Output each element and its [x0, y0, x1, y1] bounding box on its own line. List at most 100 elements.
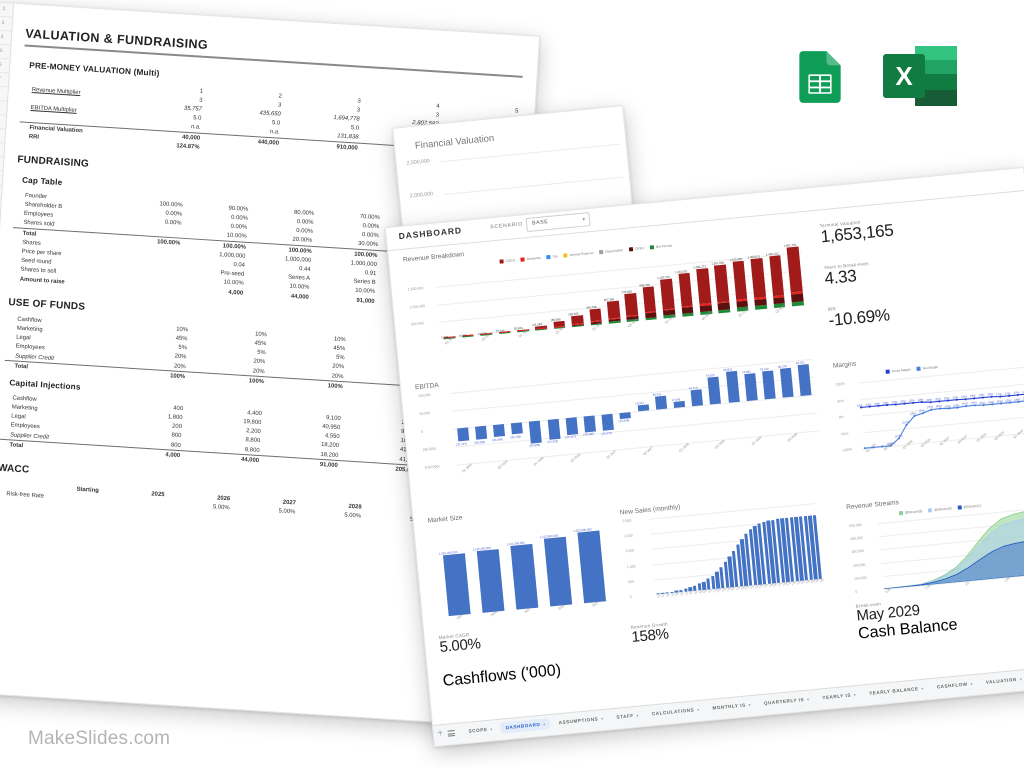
bar — [750, 257, 767, 310]
new-sales-panel: New Sales (monthly) 2,500 2,000 1,500 1,000… — [619, 491, 830, 646]
chevron-down-icon[interactable]: ▾ — [636, 713, 640, 718]
revenue-streams-panel: Revenue Streams @Stream(3) @Stream(2) @Str… — [846, 486, 1024, 625]
sheet-tab-quarterly-is[interactable]: QUARTERLY IS ▾ — [758, 693, 814, 709]
legend-label: Interest Expense — [569, 250, 594, 258]
chevron-down-icon[interactable]: ▾ — [697, 707, 700, 712]
bar — [474, 425, 487, 440]
revenue-streams-areas — [883, 508, 1024, 589]
sheet-tab-scope[interactable]: SCOPE ▾ — [463, 723, 498, 737]
sheet-tab-label: STAFF — [616, 713, 634, 720]
bar — [510, 544, 539, 610]
bar-data-label: (60,339) — [529, 442, 541, 448]
bar — [786, 246, 804, 307]
bar-data-label: 85,842 — [723, 367, 733, 373]
sheet-tab-label: VALUATION — [985, 676, 1018, 685]
chevron-down-icon[interactable]: ▾ — [490, 726, 493, 732]
scenario-value: BASE — [531, 218, 549, 227]
chevron-down-icon[interactable]: ▾ — [600, 716, 604, 721]
sheet-tab-label: MONTHLY IS — [712, 702, 746, 711]
sheet-tabs[interactable]: SCOPE ▾ DASHBOARD ▾ ASSUMPTIONS ▾ STAFF ▾ CALCUL… — [463, 673, 1024, 737]
market-size-panel: Market Size 1,091,200,000 1,116,400,000 1,… — [427, 501, 618, 656]
google-sheets-icon[interactable] — [789, 46, 851, 108]
sheet-tab-staff[interactable]: STAFF ▾ — [611, 709, 644, 723]
bar — [443, 553, 471, 617]
bar — [492, 424, 506, 438]
y-tick-label: 100% — [835, 381, 845, 387]
y-tick-label: 100,000 — [417, 392, 431, 398]
dashboard-title: DASHBOARD — [398, 225, 463, 242]
sheet-tab-valuation[interactable]: VALUATION ▾ — [980, 673, 1024, 688]
bar-segment-cogs — [786, 246, 803, 293]
chevron-down-icon[interactable]: ▾ — [921, 686, 925, 691]
sheet-tab-yearly-balance[interactable]: YEARLY BALANCE ▾ — [864, 682, 930, 699]
legend-item: @Stream(2) — [928, 506, 952, 513]
legend-item: OPEX — [629, 246, 645, 252]
legend-swatch — [916, 366, 921, 371]
margins-lines — [859, 393, 1024, 450]
legend-swatch — [520, 257, 526, 262]
chevron-down-icon[interactable]: ▾ — [970, 681, 974, 686]
x-tick-label: 1/3 — [665, 593, 671, 598]
scenario-select[interactable]: BASE ▾ — [525, 212, 591, 233]
bar — [637, 404, 649, 412]
sheet-tab-label: YEARLY BALANCE — [868, 686, 919, 696]
chevron-down-icon[interactable]: ▾ — [1019, 676, 1023, 682]
y-tick-label: 2,000 — [623, 533, 633, 539]
scenario-label: SCENARIO — [490, 221, 524, 231]
legend-label: Dividends — [526, 255, 541, 262]
y-tick-label: 50% — [837, 398, 845, 404]
bar — [714, 263, 731, 314]
chevron-down-icon[interactable]: ▾ — [543, 721, 546, 727]
new-sales-plot — [648, 503, 823, 596]
legend-swatch — [499, 259, 504, 264]
bar-segment-cogs — [642, 286, 657, 313]
legend-label: Net Margin — [922, 364, 939, 371]
legend-swatch — [885, 369, 890, 374]
legend-swatch — [649, 245, 655, 250]
chevron-down-icon[interactable]: ▾ — [806, 697, 810, 702]
sheet-tab-label: CALCULATIONS — [651, 707, 695, 717]
legend-swatch — [629, 247, 634, 252]
bar — [577, 530, 606, 604]
sheet-tab-dashboard[interactable]: DASHBOARD ▾ — [500, 717, 552, 734]
legend-item: @Stream(3) — [898, 509, 923, 516]
chevron-down-icon[interactable]: ▾ — [748, 702, 752, 707]
gridline — [454, 412, 818, 448]
bar — [780, 367, 794, 398]
sheet-tab-yearly-is[interactable]: YEARLY IS ▾ — [817, 689, 862, 704]
sheet-tab-monthly-is[interactable]: MONTHLY IS ▾ — [707, 699, 757, 715]
chevron-down-icon: ▾ — [582, 216, 586, 223]
bar-segment-cogs — [714, 263, 730, 302]
bar — [601, 413, 615, 432]
kpi-terminal-valuation: Terminal Valuation 1,653,165 — [819, 206, 1010, 247]
chevron-down-icon[interactable]: ▾ — [853, 692, 857, 697]
market-size-plot: 1,091,200,000 1,116,400,000 1,141,500,000 1… — [435, 523, 612, 617]
bar — [660, 278, 676, 319]
dashboard-sheet[interactable]: DASHBOARD SCENARIO BASE ▾ Revenue Breakd… — [384, 166, 1024, 748]
bar — [673, 400, 686, 408]
bar-data-label: 44,713 — [688, 385, 698, 391]
y-tick-label: 0 — [855, 589, 858, 594]
y-tick-label: 300,000 — [851, 549, 865, 555]
y-tick-label: 1,500,000 — [407, 285, 424, 292]
sheet-tab-calculations[interactable]: CALCULATIONS ▾ — [646, 703, 705, 719]
sheet-tab-cashflow[interactable]: CASHFLOW ▾ — [931, 678, 978, 693]
bar — [654, 395, 667, 410]
all-sheets-icon[interactable] — [447, 730, 456, 738]
legend-item: Net Income — [649, 243, 672, 250]
legend-label: @Stream(1) — [963, 503, 982, 510]
bar-segment-cogs — [750, 257, 766, 298]
sheet-tab-assumptions[interactable]: ASSUMPTIONS ▾ — [553, 713, 609, 729]
y-tick-label: 500 — [628, 579, 635, 584]
margins-plot: 24% 24% 24% 24% 23% 23% 23% 23% 20% 20% 20% 20% 19% 1… — [857, 366, 1024, 450]
revenue-growth-kpi: Revenue Growth 158% — [630, 622, 669, 646]
kpi-years-to-breakeven: Years to Break-even 4.33 — [823, 247, 1014, 288]
legend-label: OPEX — [634, 246, 645, 251]
fv-gridline — [443, 176, 624, 196]
microsoft-excel-icon[interactable]: X — [881, 44, 959, 108]
bar-segment-cogs — [696, 268, 711, 305]
x-tick-label: 1/9 — [693, 590, 699, 596]
add-sheet-button[interactable]: ＋ — [436, 730, 445, 738]
legend-item: Dividends — [520, 255, 541, 262]
